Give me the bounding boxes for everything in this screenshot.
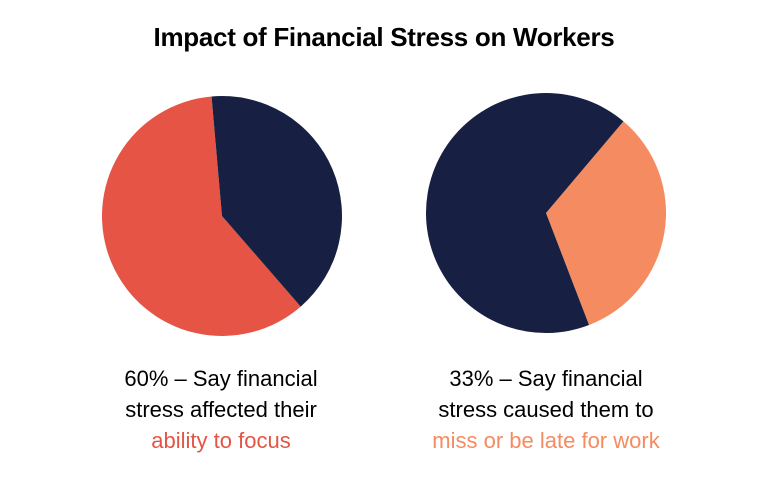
pie-1-slice-1 bbox=[426, 93, 624, 333]
pie-0-slice-0 bbox=[102, 96, 301, 336]
caption-focus-line1: 60% – Say financial bbox=[124, 366, 318, 391]
pie-chart-late-for-work bbox=[426, 93, 667, 333]
caption-focus: 60% – Say financial stress affected thei… bbox=[71, 363, 371, 456]
chart-title: Impact of Financial Stress on Workers bbox=[153, 22, 615, 52]
pie-chart-focus bbox=[102, 95, 343, 336]
pie-0-slice-1 bbox=[211, 95, 343, 307]
caption-focus-highlight: ability to focus bbox=[151, 428, 291, 453]
caption-late-for-work: 33% – Say financial stress caused them t… bbox=[396, 363, 696, 456]
caption-focus-line2: stress affected their bbox=[125, 397, 317, 422]
caption-late-line1: 33% – Say financial bbox=[449, 366, 643, 391]
pie-1-slice-0 bbox=[546, 121, 667, 326]
caption-late-line2: stress caused them to bbox=[438, 397, 654, 422]
caption-late-highlight: miss or be late for work bbox=[432, 428, 660, 453]
